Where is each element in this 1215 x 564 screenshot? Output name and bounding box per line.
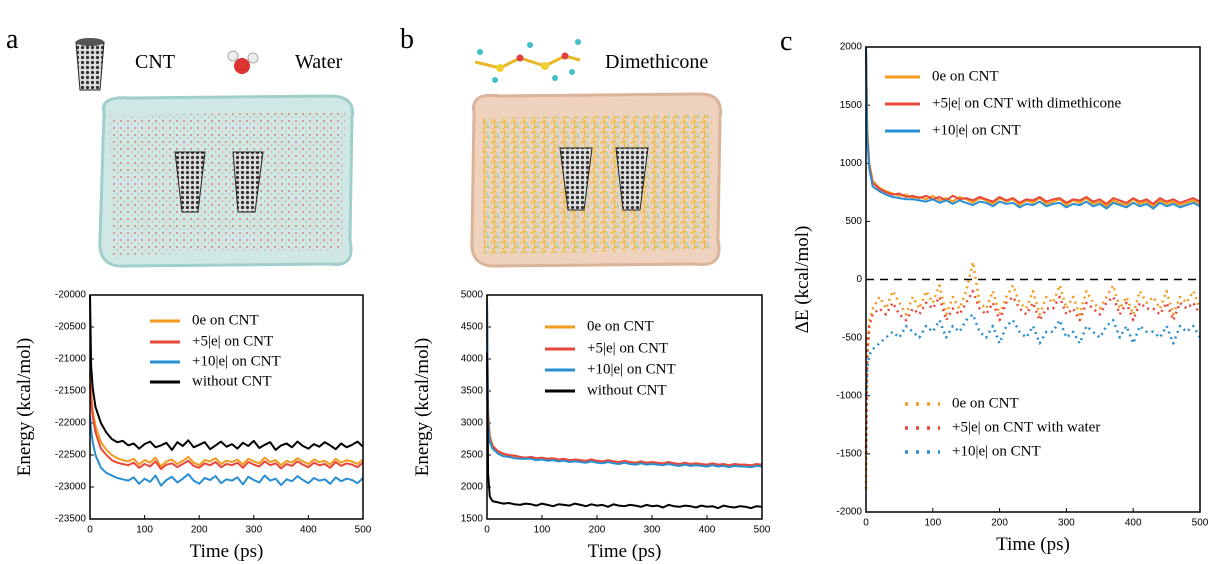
icon-label: Dimethicone [605, 51, 708, 73]
y-tick-label: -23500 [55, 514, 87, 525]
plot-frame [486, 294, 763, 520]
y-axis-label: Energy (kcal/mol) [14, 338, 35, 476]
dimethicone-icon [474, 39, 581, 83]
water-box [98, 94, 355, 268]
series-line [864, 260, 1202, 489]
legend-label: +5|e| on CNT with water [952, 419, 1100, 435]
legend-label: +10|e| on CNT [932, 122, 1021, 138]
series-line [486, 352, 763, 510]
x-tick-label: 200 [191, 525, 208, 536]
series-line [865, 46, 1201, 205]
y-tick-label: -22500 [55, 450, 87, 461]
cnt-icon [75, 38, 105, 91]
x-axis-label: Time (ps) [996, 534, 1070, 555]
y-tick-label: -500 [842, 332, 862, 343]
x-tick-label: 300 [1058, 518, 1075, 529]
legend-label: +5|e| on CNT [192, 333, 273, 349]
legend-label: +10|e| on CNT [952, 443, 1041, 459]
water-icon [227, 50, 259, 74]
x-tick-label: 100 [924, 518, 941, 529]
icon-label: CNT [135, 51, 175, 73]
series-line [865, 46, 1201, 208]
y-tick-label: -21500 [55, 386, 87, 397]
legend-label: 0e on CNT [587, 318, 654, 334]
y-tick-label: 4000 [461, 354, 484, 365]
x-tick-label: 300 [245, 525, 262, 536]
legend-label: without CNT [587, 382, 667, 398]
x-tick-label: 0 [87, 525, 93, 536]
y-tick-label: 500 [845, 216, 862, 227]
y-tick-label: 3500 [461, 386, 484, 397]
x-tick-label: 500 [754, 525, 771, 536]
y-tick-label: -23000 [55, 482, 87, 493]
legend-label: +10|e| on CNT [587, 361, 676, 377]
y-tick-label: 2500 [461, 450, 484, 461]
plot-frame [865, 46, 1201, 513]
x-tick-label: 0 [863, 518, 869, 529]
y-tick-label: 0 [856, 274, 862, 285]
y-tick-label: 3000 [461, 418, 484, 429]
x-tick-label: 200 [589, 525, 606, 536]
series-line [864, 313, 1202, 396]
y-tick-label: 1500 [840, 100, 863, 111]
dimethicone-box [470, 92, 723, 268]
x-tick-label: 300 [644, 525, 661, 536]
x-tick-label: 400 [1125, 518, 1142, 529]
y-axis-label: Energy (kcal/mol) [412, 338, 433, 476]
x-axis-label: Time (ps) [190, 541, 264, 562]
x-tick-label: 200 [991, 518, 1008, 529]
series-line [89, 294, 364, 451]
series-line [486, 307, 763, 467]
y-tick-label: -22000 [55, 418, 87, 429]
legend-label: +10|e| on CNT [192, 353, 281, 369]
y-tick-label: -1000 [836, 390, 862, 401]
x-tick-label: 0 [484, 525, 490, 536]
x-tick-label: 100 [136, 525, 153, 536]
icon-label: Water [295, 51, 343, 73]
series-line [865, 46, 1201, 210]
y-tick-label: 1000 [840, 158, 863, 169]
y-tick-label: -20000 [55, 290, 87, 301]
legend-label: 0e on CNT [932, 68, 999, 84]
y-tick-label: 2000 [840, 42, 863, 53]
y-tick-label: -2000 [836, 507, 862, 518]
x-tick-label: 400 [699, 525, 716, 536]
y-tick-label: -1500 [836, 449, 862, 460]
legend-label: +5|e| on CNT with dimethicone [932, 95, 1122, 111]
x-axis-label: Time (ps) [588, 541, 662, 562]
y-tick-label: 5000 [461, 290, 484, 301]
legend-label: +5|e| on CNT [587, 340, 668, 356]
series-line [89, 384, 364, 471]
y-tick-label: -20500 [55, 322, 87, 333]
panel-label: c [780, 26, 792, 57]
y-tick-label: 4500 [461, 322, 484, 333]
y-tick-label: 1500 [461, 514, 484, 525]
legend-label: 0e on CNT [192, 312, 259, 328]
legend-label: without CNT [192, 373, 272, 389]
legend-label: 0e on CNT [952, 395, 1019, 411]
plot-frame [89, 294, 364, 520]
x-tick-label: 500 [1192, 518, 1209, 529]
series-line [89, 416, 364, 487]
series-line [486, 301, 763, 469]
x-tick-label: 400 [300, 525, 317, 536]
y-tick-label: 2000 [461, 482, 484, 493]
x-tick-label: 100 [534, 525, 551, 536]
y-axis-label: ΔE (kcal/mol) [792, 226, 813, 334]
series-line [89, 371, 364, 468]
y-tick-label: -21000 [55, 354, 87, 365]
panel-label: a [6, 24, 19, 55]
x-tick-label: 500 [355, 525, 372, 536]
panel-label: b [400, 24, 414, 55]
